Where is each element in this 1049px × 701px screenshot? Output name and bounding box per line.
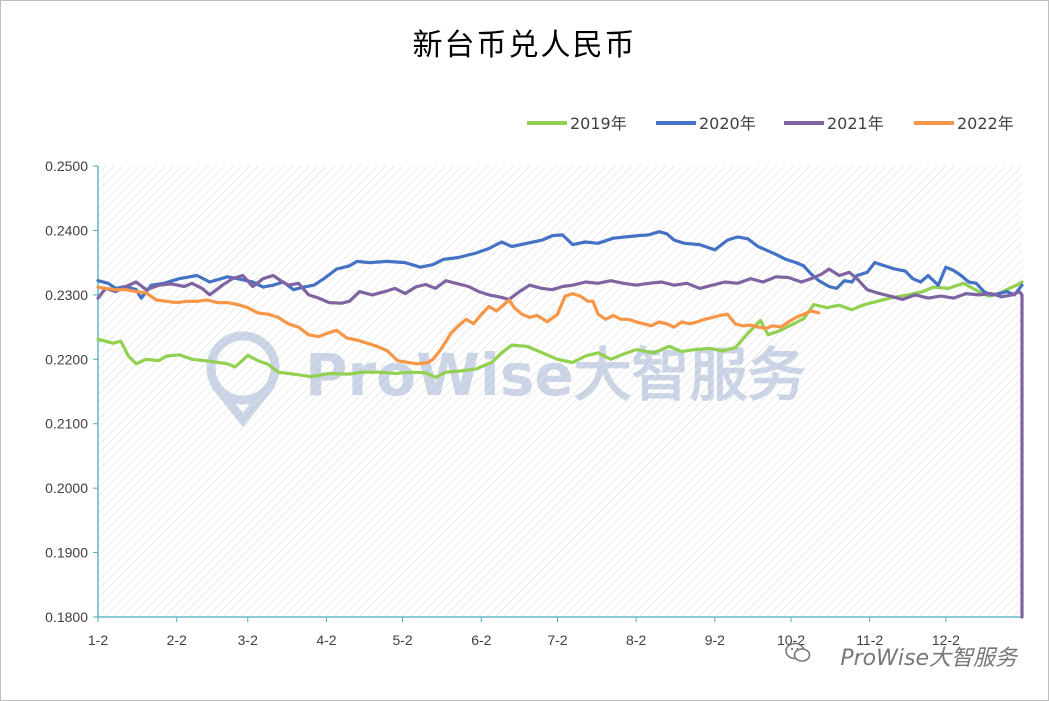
y-tick-label: 0.2500 bbox=[45, 158, 88, 174]
x-tick-label: 3-2 bbox=[238, 632, 258, 648]
x-tick-label: 6-2 bbox=[471, 632, 491, 648]
x-tick-label: 12-2 bbox=[932, 632, 960, 648]
x-tick-label: 11-2 bbox=[856, 632, 883, 648]
series-line-4 bbox=[96, 285, 821, 366]
legend-label-4: 2022年 bbox=[957, 114, 1014, 133]
watermark-corner-text: ProWise大智服务 bbox=[840, 646, 1017, 671]
wechat-icon bbox=[785, 642, 811, 664]
y-tick-label: 0.1900 bbox=[45, 545, 88, 561]
x-tick-label: 1-2 bbox=[88, 632, 108, 648]
x-tick-label: 2-2 bbox=[167, 632, 187, 648]
y-tick-label: 0.2000 bbox=[45, 480, 88, 496]
x-tick-label: 5-2 bbox=[392, 632, 412, 648]
watermark-center-text: ProWise大智服务 bbox=[305, 341, 806, 409]
y-tick-label: 0.1800 bbox=[45, 609, 88, 625]
legend-label-3: 2021年 bbox=[827, 114, 884, 133]
chart-title: 新台币兑人民币 bbox=[412, 28, 637, 63]
y-tick-label: 0.2300 bbox=[45, 287, 88, 303]
series-line-2 bbox=[96, 230, 1024, 300]
plot-area bbox=[98, 166, 1022, 617]
series-line-1 bbox=[96, 280, 1024, 379]
x-tick-label: 9-2 bbox=[705, 632, 725, 648]
x-tick-label: 7-2 bbox=[547, 632, 567, 648]
y-tick-label: 0.2100 bbox=[45, 416, 88, 432]
legend-label-1: 2019年 bbox=[570, 114, 627, 133]
x-tick-label: 4-2 bbox=[316, 632, 336, 648]
watermark-pin-tail bbox=[211, 382, 275, 428]
y-tick-label: 0.2400 bbox=[45, 222, 88, 238]
y-tick-label: 0.2200 bbox=[45, 351, 88, 367]
legend-label-2: 2020年 bbox=[699, 114, 756, 133]
series-line-3 bbox=[96, 267, 1024, 619]
x-tick-label: 8-2 bbox=[626, 632, 646, 648]
